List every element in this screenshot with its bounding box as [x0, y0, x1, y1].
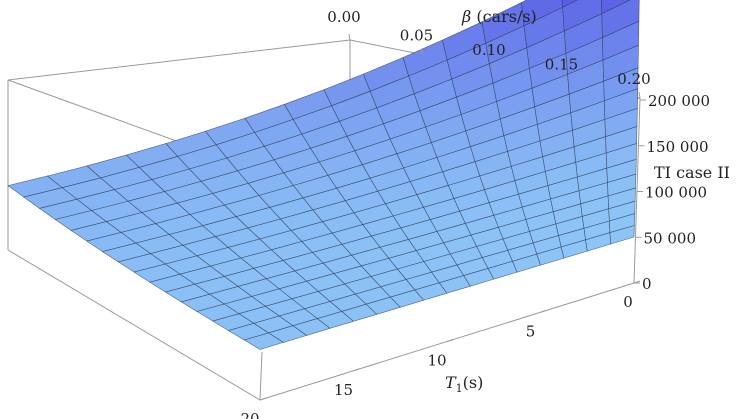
box-edge — [259, 351, 263, 401]
y-tick-label: 0.20 — [617, 70, 650, 88]
surface-cell — [609, 225, 635, 245]
z-tick-label: 0 — [642, 275, 652, 293]
x-tick-mark — [259, 397, 267, 401]
x-tick-mark — [540, 309, 547, 313]
x-tick-mark — [446, 339, 454, 342]
z-axis-label: TI case II — [654, 163, 730, 182]
y-tick-mark — [421, 48, 423, 55]
box-edge — [7, 249, 261, 401]
y-tick-label: 0.15 — [545, 56, 578, 74]
box-edge — [633, 97, 641, 284]
z-tick-label: 50 000 — [644, 229, 697, 247]
y-tick-mark — [493, 62, 496, 70]
x-tick-label: 10 — [427, 352, 446, 370]
surface-mesh — [7, 0, 640, 350]
x-tick-label: 5 — [526, 322, 536, 340]
y-tick-label: 0.00 — [327, 8, 360, 26]
z-tick-label: 200 000 — [648, 92, 710, 110]
y-tick-mark — [348, 33, 351, 41]
tick-labels: 0 5 10 15 20 0.00 0.05 0.10 0.15 0.20 0 50 000 100 0… — [240, 8, 710, 419]
y-tick-mark — [638, 91, 641, 99]
x-tick-mark — [353, 368, 360, 372]
y-tick-label: 0.10 — [472, 41, 505, 59]
tick-marks — [259, 33, 646, 401]
y-tick-mark — [566, 77, 568, 84]
x-tick-label: 0 — [623, 293, 633, 311]
box-edge — [7, 39, 351, 81]
x-tick-label: 20 — [240, 410, 259, 419]
x-axis-label: T1(s) — [445, 373, 483, 395]
y-axis-label: β (cars/s) — [461, 7, 537, 26]
z-tick-label: 150 000 — [647, 138, 709, 156]
x-tick-label: 15 — [334, 381, 353, 399]
y-tick-label: 0.05 — [400, 27, 433, 45]
z-tick-label: 100 000 — [645, 184, 707, 202]
